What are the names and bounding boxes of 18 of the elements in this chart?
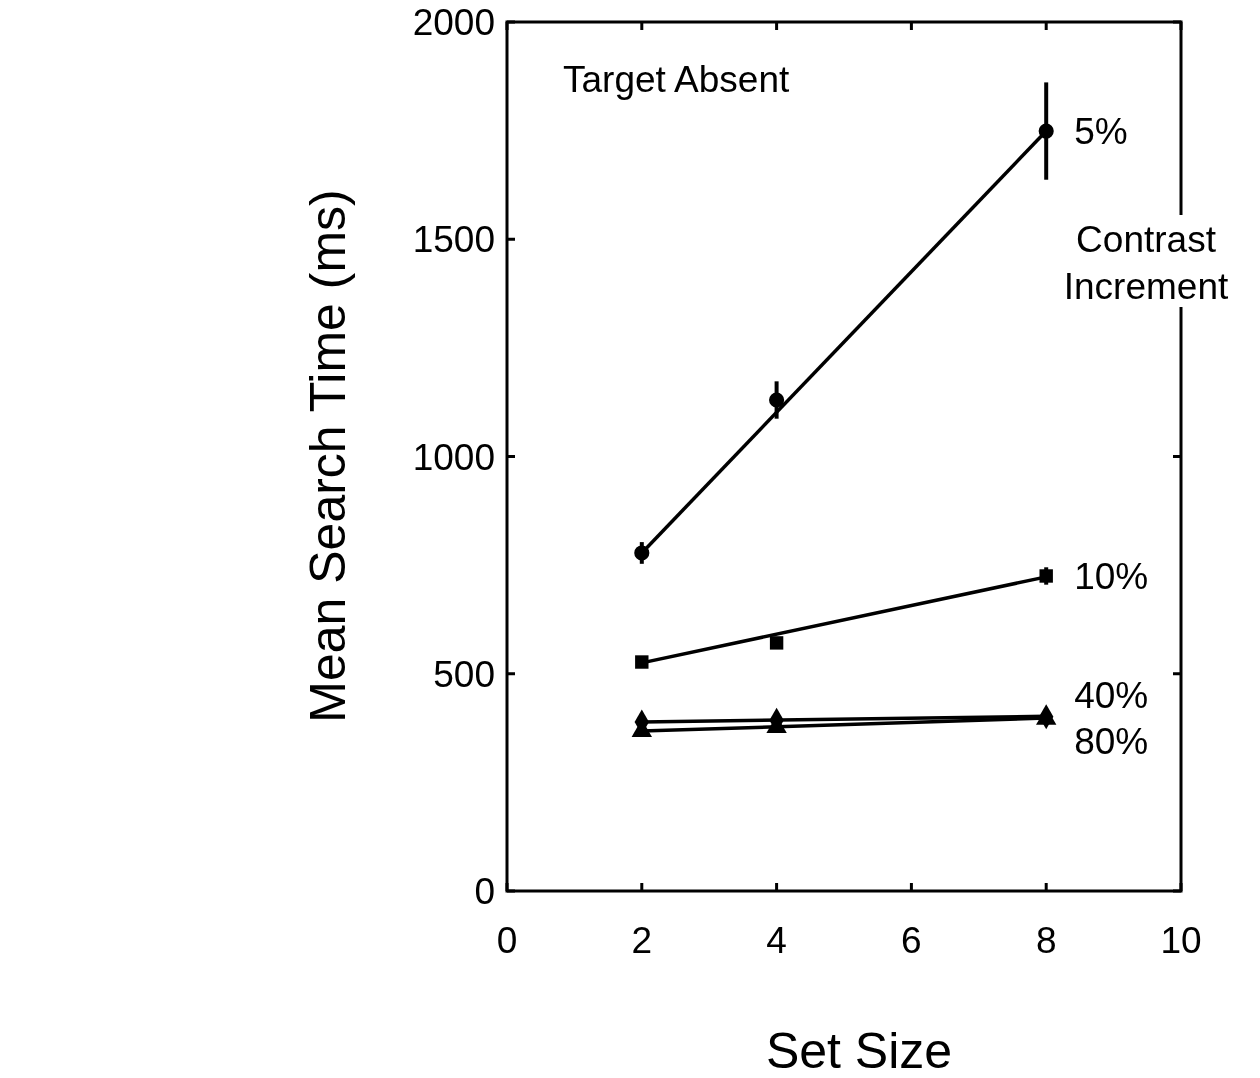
x-tick-label: 4	[766, 920, 787, 961]
x-tick-label: 2	[631, 920, 653, 961]
x-tick-label: 6	[901, 920, 922, 961]
y-tick-label: 1500	[412, 219, 495, 261]
x-tick-label: 10	[1160, 920, 1202, 961]
series-label: 10%	[1074, 555, 1149, 597]
x-tick-label: 8	[1035, 920, 1057, 961]
y-tick-label: 1000	[412, 436, 495, 478]
y-tick-label: 0	[474, 871, 495, 912]
legend-label: 40%	[1074, 674, 1149, 716]
annotation: Target Absent	[563, 59, 790, 100]
series-label: 80%	[1074, 720, 1149, 762]
legend-title: Contrast Increment	[1063, 219, 1229, 307]
y-tick-label: 500	[433, 653, 495, 695]
x-axis-title: Set Size	[765, 1023, 953, 1078]
y-tick-label: 2000	[412, 2, 495, 43]
y-axis-title: Mean Search Time (ms)	[300, 189, 356, 723]
series-label: 5%	[1074, 111, 1128, 153]
